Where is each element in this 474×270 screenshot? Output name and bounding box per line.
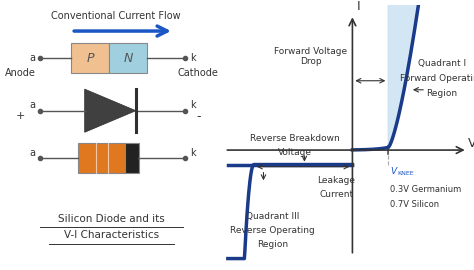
Text: Leakage: Leakage xyxy=(318,176,356,185)
Text: V: V xyxy=(390,167,396,176)
Text: a: a xyxy=(29,147,35,158)
Text: k: k xyxy=(190,53,195,63)
Text: Current: Current xyxy=(319,190,354,199)
Text: Anode: Anode xyxy=(4,68,36,78)
Text: Forward Voltage
Drop: Forward Voltage Drop xyxy=(274,47,347,66)
Text: Forward Operating: Forward Operating xyxy=(400,74,474,83)
Text: V: V xyxy=(468,137,474,150)
Text: Quadrant III: Quadrant III xyxy=(246,212,299,221)
Text: Conventional Current Flow: Conventional Current Flow xyxy=(51,11,181,21)
Text: KNEE: KNEE xyxy=(397,171,414,176)
Bar xyxy=(71,43,109,73)
Text: Silicon Diode and its: Silicon Diode and its xyxy=(58,214,165,224)
Bar xyxy=(125,143,139,173)
Text: I: I xyxy=(356,0,360,13)
Text: k: k xyxy=(190,147,195,158)
Bar xyxy=(78,143,125,173)
Text: 0.7V Silicon: 0.7V Silicon xyxy=(390,200,439,209)
Text: Reverse Breakdown: Reverse Breakdown xyxy=(250,134,340,143)
Text: Voltage: Voltage xyxy=(278,148,312,157)
Text: Cathode: Cathode xyxy=(177,68,219,78)
Text: -: - xyxy=(196,110,201,123)
Text: Quadrant I: Quadrant I xyxy=(418,59,466,68)
Text: P: P xyxy=(86,52,94,65)
Text: Region: Region xyxy=(257,239,288,248)
Text: +: + xyxy=(15,111,25,121)
Text: 0.3V Germanium: 0.3V Germanium xyxy=(390,185,461,194)
Text: V-I Characteristics: V-I Characteristics xyxy=(64,230,159,240)
Bar xyxy=(109,43,147,73)
Text: Region: Region xyxy=(427,89,457,98)
Polygon shape xyxy=(85,89,136,132)
Text: a: a xyxy=(29,100,35,110)
Text: Reverse Operating: Reverse Operating xyxy=(230,226,315,235)
Text: N: N xyxy=(123,52,133,65)
Text: a: a xyxy=(29,53,35,63)
Text: k: k xyxy=(190,100,195,110)
